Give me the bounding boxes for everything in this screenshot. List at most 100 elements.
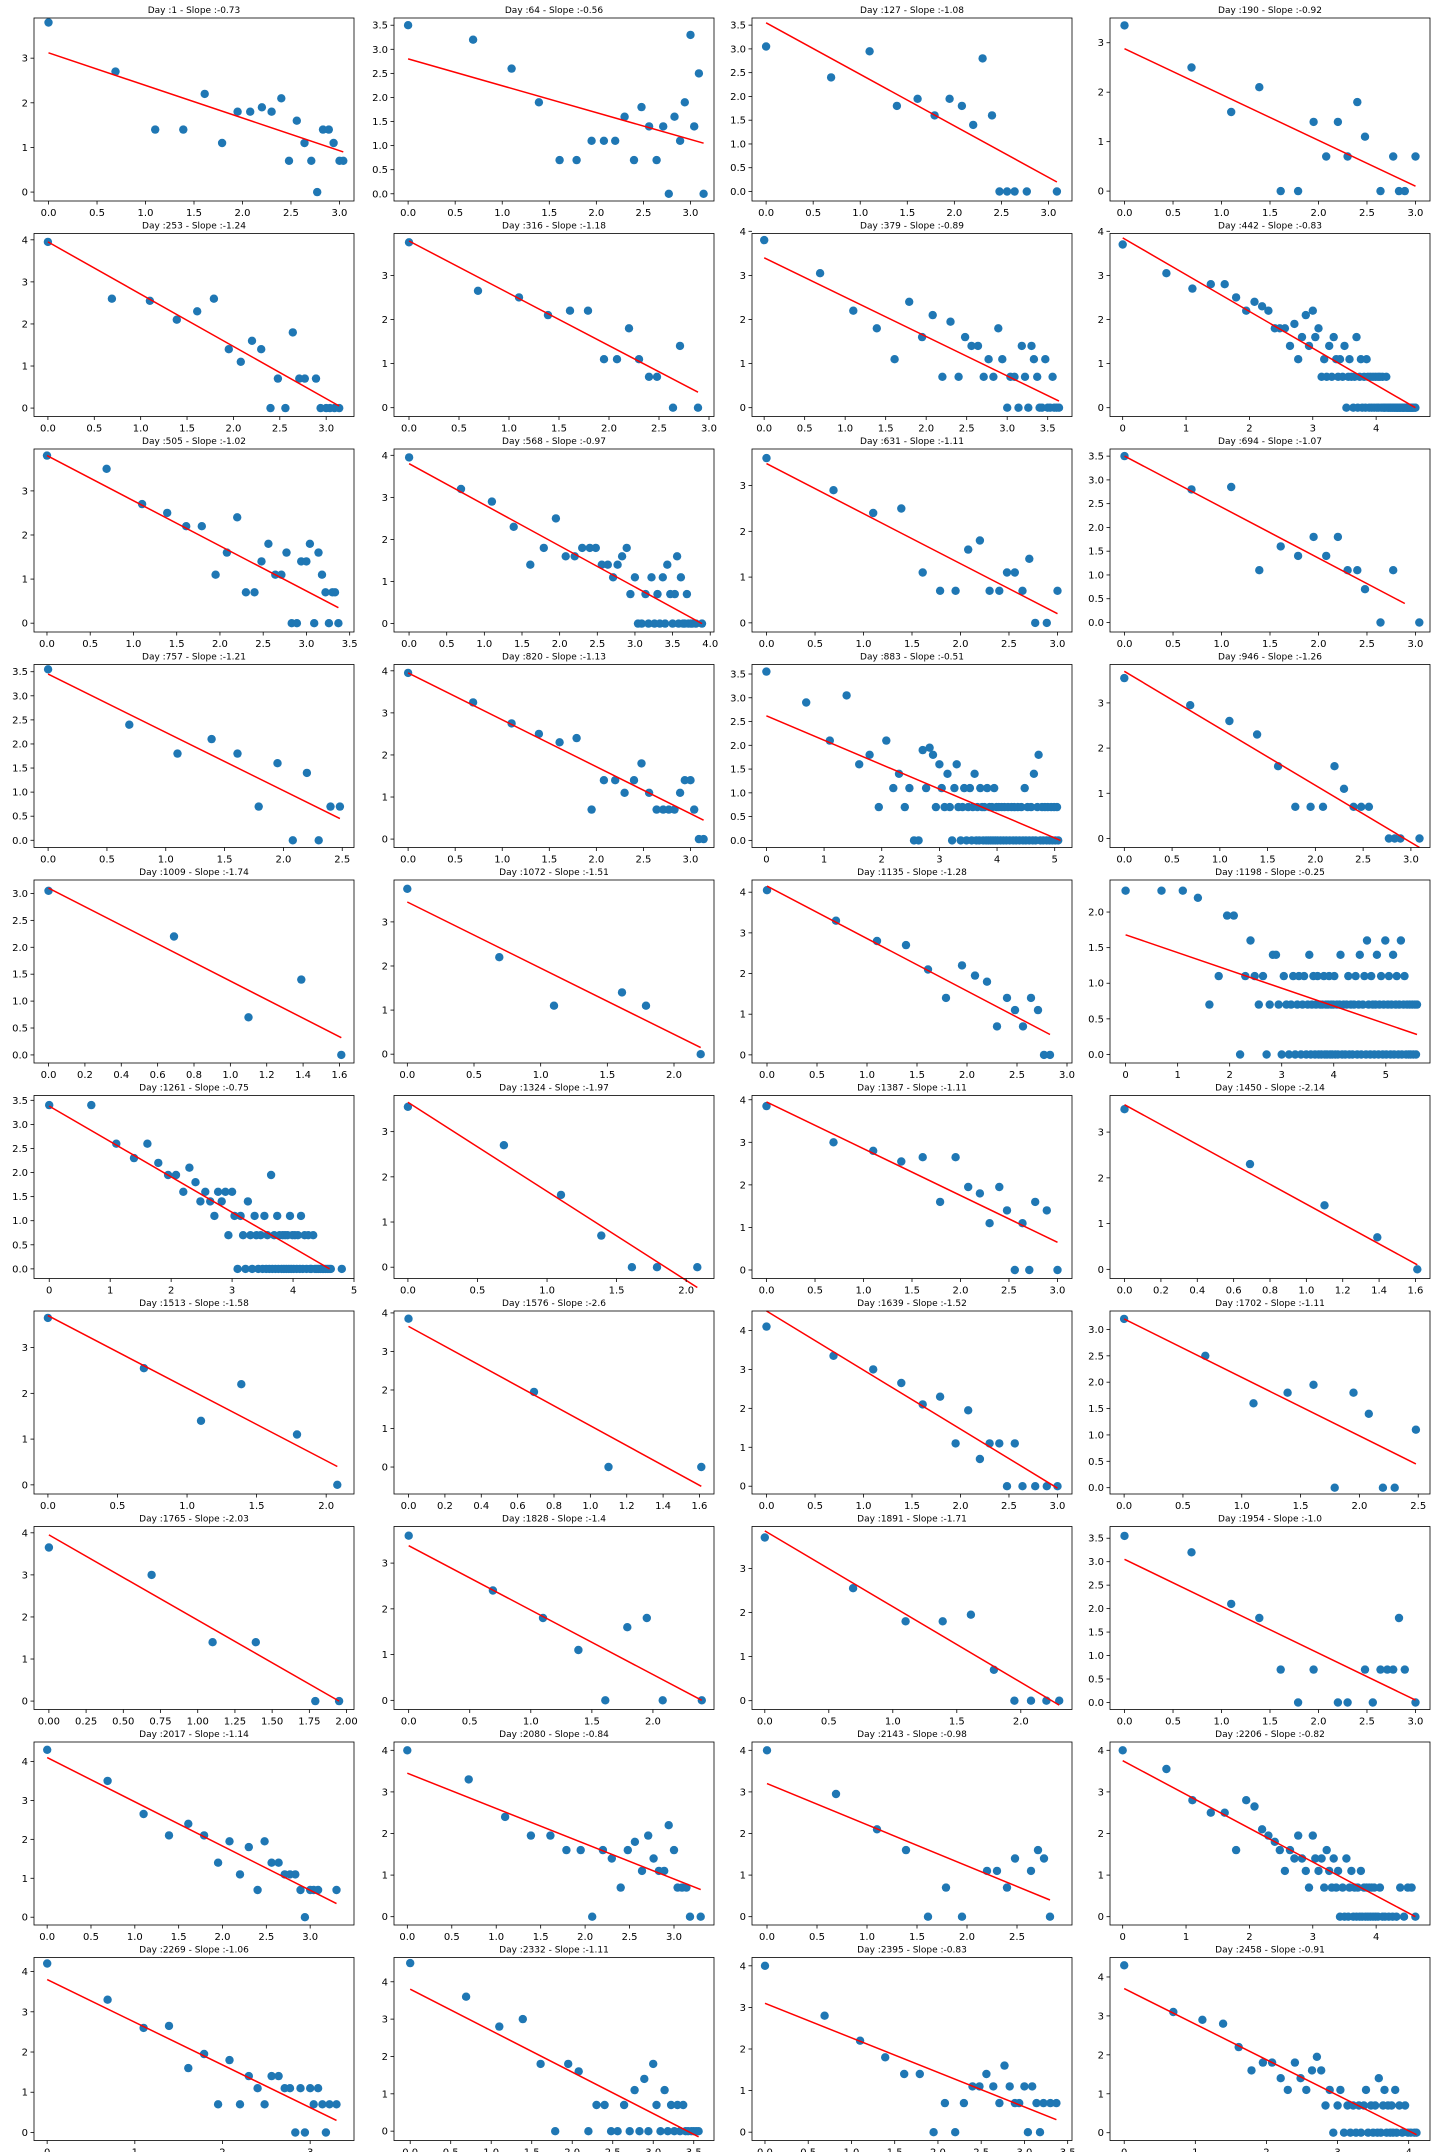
data-point: [1351, 971, 1360, 981]
data-point: [644, 372, 654, 381]
panel-title: Day :316 - Slope :-1.18: [502, 222, 606, 232]
data-point: [107, 294, 117, 303]
y-tick-label: 3: [1098, 2011, 1104, 2022]
x-tick-label: 0.0: [40, 424, 56, 435]
data-point: [616, 1883, 625, 1892]
data-point: [1250, 1802, 1259, 1811]
x-tick-label: 3.0: [701, 424, 717, 435]
data-point: [536, 2059, 545, 2069]
y-tick-label: 2.0: [12, 943, 28, 954]
data-point: [1031, 1482, 1040, 1491]
y-tick-label: 3: [1098, 271, 1104, 282]
data-point: [1020, 2082, 1029, 2091]
y-tick-label: 0.0: [372, 189, 388, 200]
y-tick-label: 4: [382, 1746, 388, 1757]
panel-title: Day :1576 - Slope :-2.6: [502, 1299, 606, 1309]
data-point: [1307, 2066, 1317, 2075]
y-tick-label: 1.0: [1088, 570, 1104, 581]
y-tick-label: 4: [740, 1326, 746, 1337]
y-tick-label: 0: [740, 1696, 746, 1707]
data-point: [404, 1531, 413, 1540]
x-tick-label: 3.0: [1041, 208, 1057, 219]
axes-frame: [33, 233, 355, 417]
x-tick-label: 2.5: [622, 1932, 638, 1943]
data-point: [1206, 1808, 1216, 1817]
data-point: [1374, 2074, 1384, 2083]
data-point: [1225, 716, 1234, 726]
data-point: [1330, 1483, 1339, 1492]
data-point: [1291, 1050, 1300, 1059]
data-point: [313, 187, 322, 197]
x-tick-label: 2.0: [235, 208, 251, 219]
x-tick-label: 1.6: [1408, 1286, 1424, 1297]
data-point: [206, 1197, 215, 1206]
fit-line: [1124, 1104, 1418, 1266]
y-tick-label: 1: [1098, 137, 1104, 148]
data-point: [1383, 1665, 1392, 1674]
x-tick-label: 0.5: [447, 208, 463, 219]
fit-line: [1124, 455, 1406, 605]
data-point: [1227, 1599, 1236, 1609]
x-tick-label: 2.0: [930, 2148, 946, 2152]
data-point: [637, 619, 646, 628]
x-tick-label: 0.0: [401, 639, 417, 650]
scatter-panel: Day :1135 - Slope :-1.28 0.0 0.5 1.0 1.5 2.0 2…: [740, 868, 1075, 1081]
y-tick-label: 0: [382, 2127, 388, 2138]
data-point: [623, 1623, 632, 1632]
scatter-panel: Day :64 - Slope :-0.56 0.0 0.5 1.0 1.5 2.0 2.5…: [372, 6, 715, 219]
data-point: [1052, 2098, 1061, 2108]
y-tick-label: 0: [740, 1482, 746, 1493]
fit-line: [46, 1978, 337, 2122]
x-tick-label: 1.00: [187, 1717, 209, 1728]
x-tick-label: 3: [307, 2148, 313, 2152]
data-point: [1026, 802, 1036, 812]
data-point: [892, 101, 902, 111]
data-point: [1235, 1050, 1245, 1059]
fit-line: [765, 22, 1058, 183]
data-point: [634, 355, 644, 364]
scatter-panel: Day :946 - Slope :-1.26 0.0 0.5 1.0 1.5 2.0 2.…: [1098, 653, 1431, 866]
data-point: [975, 536, 985, 545]
y-tick-label: 2: [740, 527, 746, 538]
data-point: [1018, 1482, 1027, 1491]
data-point: [224, 345, 233, 354]
data-point: [865, 47, 874, 56]
y-tick-label: 2.0: [12, 1168, 28, 1179]
data-point: [607, 1854, 616, 1863]
data-point: [266, 403, 275, 413]
data-point: [1293, 1698, 1303, 1707]
x-tick-label: 2.0: [215, 1932, 231, 1943]
data-point: [1411, 403, 1420, 412]
fit-line: [1124, 1558, 1416, 1701]
data-point: [1389, 1665, 1398, 1674]
data-point: [1242, 1796, 1251, 1805]
x-tick-label: 2.0: [588, 208, 604, 219]
data-point: [1305, 950, 1314, 959]
data-point: [1368, 1698, 1378, 1707]
data-point: [935, 1197, 945, 1207]
panel-title: Day :64 - Slope :-0.56: [505, 6, 604, 16]
y-tick-label: 2: [22, 319, 28, 330]
data-point: [1227, 482, 1236, 492]
x-tick-label: 1.4: [1371, 1286, 1387, 1297]
data-point: [649, 2059, 658, 2069]
y-tick-label: 0.5: [1088, 1014, 1104, 1025]
x-tick-label: 2.5: [1359, 639, 1375, 650]
data-point: [762, 1746, 772, 1755]
fit-line: [408, 240, 699, 393]
data-point: [1322, 152, 1331, 161]
x-tick-label: 2.0: [645, 1717, 661, 1728]
data-point: [1367, 971, 1376, 981]
x-tick-label: 3.0: [645, 2148, 661, 2152]
y-tick-label: 3.0: [1088, 1557, 1104, 1568]
x-tick-label: 3.0: [332, 208, 348, 219]
x-tick-label: 1.0: [1212, 855, 1228, 866]
y-tick-label: 0: [22, 2128, 28, 2139]
y-tick-label: 2: [22, 1612, 28, 1623]
fit-line: [1124, 48, 1416, 187]
x-tick-label: 1.5: [179, 424, 195, 435]
y-tick-label: 3: [740, 928, 746, 939]
data-point: [256, 1231, 265, 1240]
x-tick-label: 3.5: [1060, 2148, 1076, 2152]
data-point: [849, 306, 858, 315]
